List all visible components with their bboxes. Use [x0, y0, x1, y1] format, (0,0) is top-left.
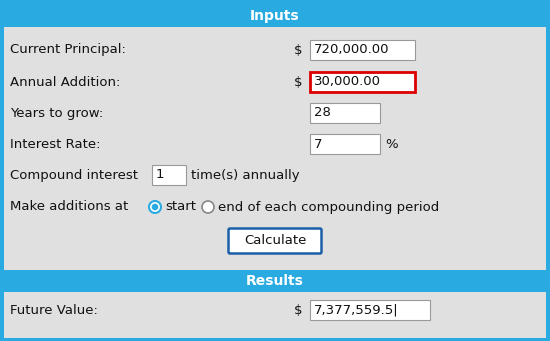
Text: Years to grow:: Years to grow:: [10, 106, 103, 119]
Text: Annual Addition:: Annual Addition:: [10, 75, 120, 89]
Text: Inputs: Inputs: [250, 9, 300, 23]
FancyBboxPatch shape: [310, 40, 415, 60]
Text: $: $: [294, 303, 302, 316]
Text: start: start: [165, 201, 196, 213]
Text: Interest Rate:: Interest Rate:: [10, 137, 101, 150]
Text: Current Principal:: Current Principal:: [10, 44, 126, 57]
Circle shape: [152, 204, 158, 210]
Text: Compound interest: Compound interest: [10, 168, 138, 181]
FancyBboxPatch shape: [310, 103, 380, 123]
Circle shape: [149, 201, 161, 213]
Text: 28: 28: [314, 106, 331, 119]
FancyBboxPatch shape: [228, 228, 322, 253]
Text: 720,000.00: 720,000.00: [314, 44, 389, 57]
Text: Future Value:: Future Value:: [10, 303, 98, 316]
FancyBboxPatch shape: [310, 72, 415, 92]
Text: 30,000.00: 30,000.00: [314, 75, 381, 89]
FancyBboxPatch shape: [310, 300, 430, 320]
Text: %: %: [385, 137, 398, 150]
FancyBboxPatch shape: [310, 134, 380, 154]
FancyBboxPatch shape: [3, 3, 547, 338]
FancyBboxPatch shape: [4, 270, 546, 292]
Text: end of each compounding period: end of each compounding period: [218, 201, 439, 213]
Text: 7,377,559.5|: 7,377,559.5|: [314, 303, 399, 316]
Text: $: $: [294, 75, 302, 89]
Text: 1: 1: [156, 168, 164, 181]
FancyBboxPatch shape: [4, 5, 546, 27]
Text: Make additions at: Make additions at: [10, 201, 128, 213]
Circle shape: [202, 201, 214, 213]
FancyBboxPatch shape: [4, 292, 546, 338]
FancyBboxPatch shape: [152, 165, 186, 185]
Text: 7: 7: [314, 137, 322, 150]
Text: Results: Results: [246, 274, 304, 288]
Text: time(s) annually: time(s) annually: [191, 168, 300, 181]
Text: $: $: [294, 44, 302, 57]
Text: Calculate: Calculate: [244, 235, 306, 248]
FancyBboxPatch shape: [4, 27, 546, 270]
